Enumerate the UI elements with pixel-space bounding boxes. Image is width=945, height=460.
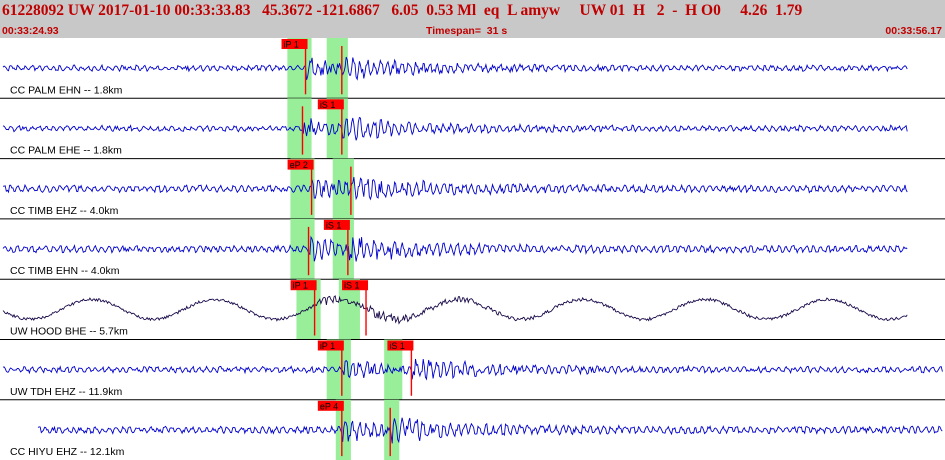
pick-flag[interactable] xyxy=(317,400,344,411)
waveform-line xyxy=(2,116,908,141)
station-label: CC HIYU EHZ -- 12.1km xyxy=(10,446,125,458)
end-time: 00:33:56.17 xyxy=(885,25,942,37)
waveform-line xyxy=(37,417,943,444)
pick-label: eP 4 xyxy=(320,401,338,411)
pick-flag[interactable] xyxy=(317,99,344,110)
station-label: CC PALM EHN -- 1.8km xyxy=(10,84,123,96)
trace-row[interactable]: iS 1 CC TIMB EHN -- 4.0km xyxy=(0,218,945,280)
waveform-line xyxy=(2,295,908,325)
trace-row[interactable]: iS 1 CC PALM EHE -- 1.8km xyxy=(0,98,945,160)
waveform-line xyxy=(2,235,908,262)
station-label: UW HOOD BHE -- 5.7km xyxy=(10,326,128,338)
pick-flag[interactable] xyxy=(342,280,369,291)
trace-row[interactable]: iP 1 iS 1 UW TDH EHZ -- 11.9km xyxy=(0,339,945,401)
trace-row[interactable]: iP 1 CC PALM EHN -- 1.8km xyxy=(0,38,945,99)
pick-label: iP 1 xyxy=(284,40,299,50)
event-title: 61228092 UW 2017-01-10 00:33:33.83 45.36… xyxy=(2,2,803,19)
pick-label: eP 2 xyxy=(290,160,308,170)
trace-row[interactable]: iP 1 iS 1 UW HOOD BHE -- 5.7km xyxy=(0,279,945,340)
pick-flag[interactable] xyxy=(387,340,414,351)
pick-label: iS 1 xyxy=(389,341,405,351)
waveform-line xyxy=(3,177,908,201)
pick-flag[interactable] xyxy=(287,159,314,170)
seismogram-panel[interactable]: iP 1 CC PALM EHN -- 1.8km iS 1 CC PALM EHE … xyxy=(0,38,945,460)
trace-row[interactable]: eP 4 CC HIYU EHZ -- 12.1km xyxy=(10,399,943,460)
phase-window xyxy=(384,399,400,460)
phase-window xyxy=(338,279,360,340)
pick-label: iS 1 xyxy=(344,281,360,291)
pick-label: iP 1 xyxy=(293,281,308,291)
pick-label: iS 1 xyxy=(320,100,336,110)
station-label: CC TIMB EHN -- 4.0km xyxy=(10,265,120,277)
pick-flag[interactable] xyxy=(281,39,308,49)
waveform-line xyxy=(2,358,943,381)
pick-flag[interactable] xyxy=(323,219,350,230)
station-label: CC TIMB EHZ -- 4.0km xyxy=(10,205,119,217)
pick-label: iP 1 xyxy=(320,341,335,351)
timespan-label: Timespan= 31 s xyxy=(426,25,508,37)
station-label: UW TDH EHZ -- 11.9km xyxy=(10,386,122,398)
pick-flag[interactable] xyxy=(290,280,317,291)
event-header: 61228092 UW 2017-01-10 00:33:33.83 45.36… xyxy=(0,0,945,38)
pick-flag[interactable] xyxy=(317,340,344,351)
phase-window xyxy=(332,218,354,280)
phase-window xyxy=(332,158,354,219)
phase-window xyxy=(326,98,348,159)
start-time: 00:33:24.93 xyxy=(2,25,59,37)
pick-label: iS 1 xyxy=(326,220,342,230)
trace-row[interactable]: eP 2 CC TIMB EHZ -- 4.0km xyxy=(0,158,945,220)
waveform-line xyxy=(2,56,908,81)
station-label: CC PALM EHE -- 1.8km xyxy=(10,145,122,157)
